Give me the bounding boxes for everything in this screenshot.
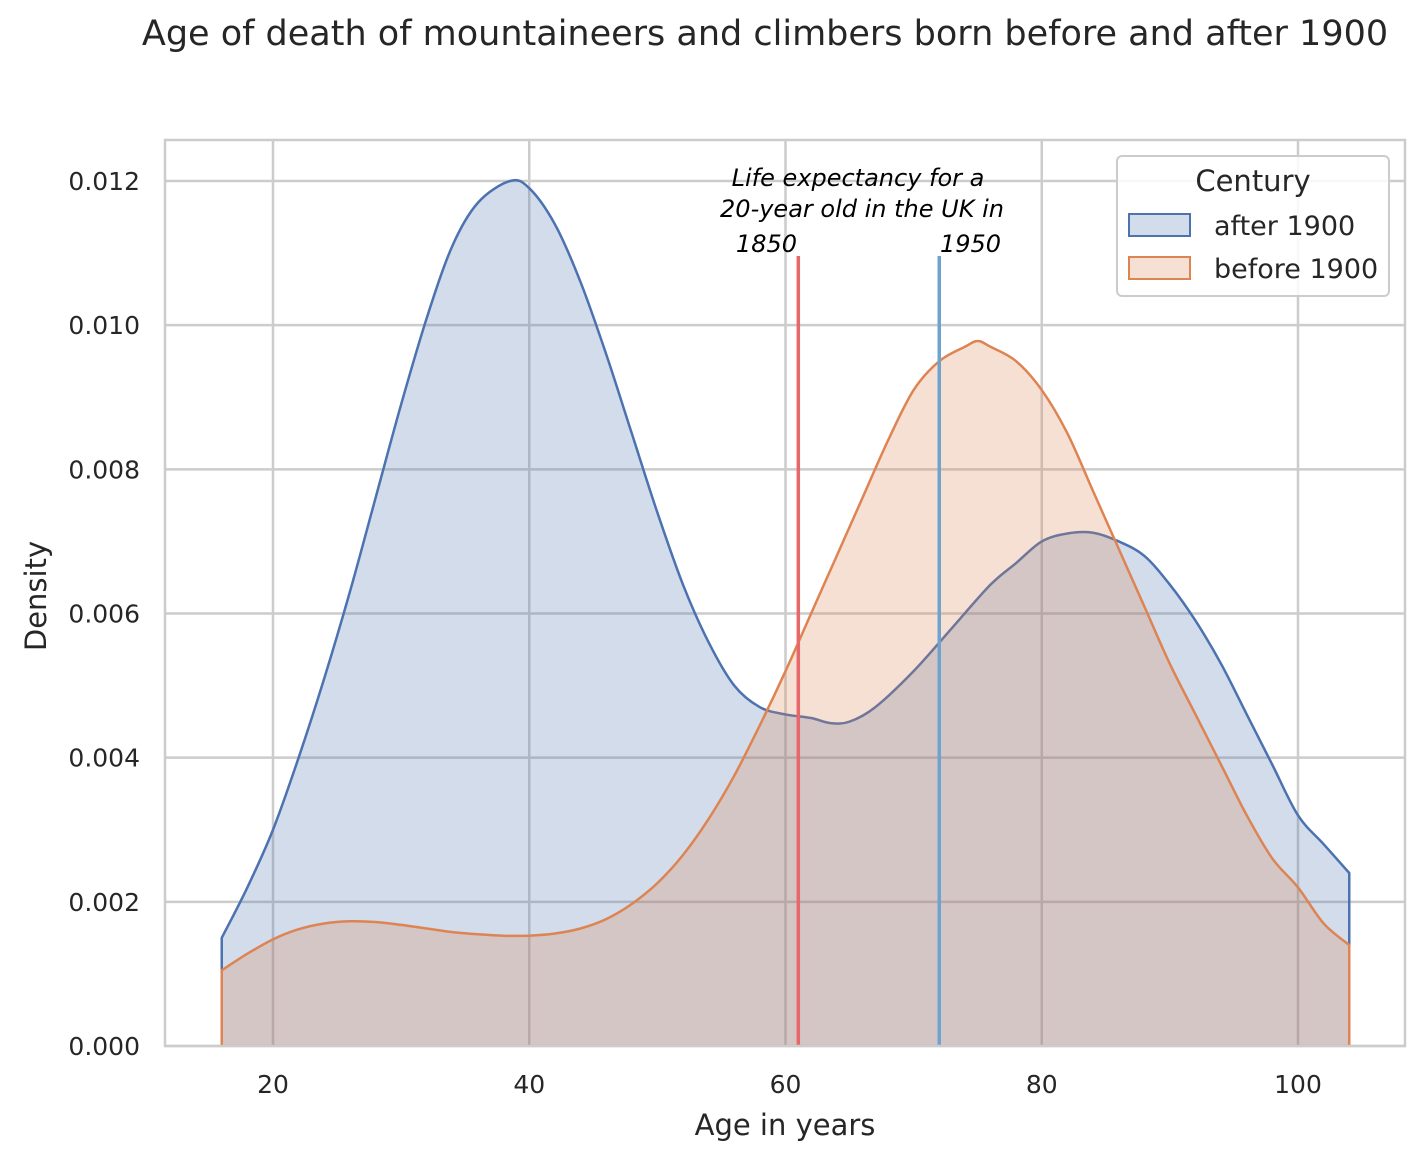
y-tick-label: 0.006 [68,600,140,629]
y-tick-label: 0.012 [68,167,140,196]
y-axis-label: Density [19,541,53,651]
annotation-line-1: Life expectancy for a [732,164,985,192]
x-tick-label: 80 [1026,1070,1058,1099]
tick-labels: 20 40 60 80 100 0.000 0.002 0.004 0.006 0.008 0.01… [68,167,1321,1099]
area-layer [220,178,1351,1046]
plot-border [163,138,1407,1048]
annotation-year-1950: 1950 [940,230,1001,258]
y-tick-label: 0.008 [68,455,140,484]
legend-swatch-after-1900 [1128,213,1191,237]
y-tick-label: 0.010 [68,311,140,340]
annotation-line-2: 20-year old in the UK in [720,195,1004,223]
annotation-year-1850: 1850 [736,230,797,258]
area-line-after-1900 [220,178,1351,1046]
x-tick-label: 40 [513,1070,545,1099]
x-tick-label: 60 [770,1070,802,1099]
y-tick-label: 0.004 [68,744,140,773]
area-fill-before-1900 [221,341,1350,1046]
reference-lines [796,256,941,1046]
legend-box [1116,155,1390,297]
area-fill-after-1900 [221,180,1350,1046]
legend-title: Century [1195,164,1310,198]
chart-title: Age of death of mountaineers and climber… [141,14,1389,54]
legend-label-before-1900: before 1900 [1214,254,1378,285]
life-expectancy-annotation: Life expectancy for a 20-year old in the … [720,164,1004,258]
legend: Century after 1900 before 1900 [1116,155,1390,297]
x-tick-label: 20 [257,1070,289,1099]
x-axis-label: Age in years [695,1108,876,1142]
y-tick-label: 0.000 [68,1032,140,1061]
plot-frame [163,138,1407,1048]
y-tick-label: 0.002 [68,888,140,917]
legend-label-after-1900: after 1900 [1214,211,1355,242]
x-tick-label: 100 [1274,1070,1322,1099]
legend-swatch-before-1900 [1128,256,1191,280]
grid-layer [165,140,1405,1048]
